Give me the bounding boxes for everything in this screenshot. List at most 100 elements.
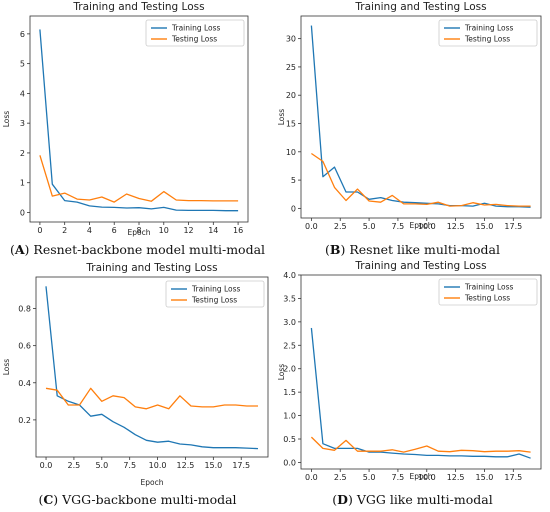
chart-c-xtick-label: 15.0 <box>204 461 222 470</box>
chart-c-series-training-line <box>45 286 259 450</box>
chart-d-axes-frame <box>300 274 542 470</box>
chart-panel-a: Training and Testing Loss 0 2 4 6 8 10 12 14 16 0 1… <box>0 0 275 240</box>
chart-a-ytick-label: 6 <box>20 30 25 39</box>
chart-a-ytick-label: 2 <box>20 149 25 158</box>
chart-b-legend: Training Loss Testing Loss <box>438 19 538 47</box>
chart-a-series-testing-line <box>39 155 239 203</box>
chart-d-ytick-label: 2.0 <box>283 365 296 374</box>
chart-b-ytick-label: 0 <box>291 204 296 213</box>
chart-a-ytick-label: 5 <box>20 60 25 69</box>
chart-c-ylabel: Loss <box>2 359 11 376</box>
chart-d-title: Training and Testing Loss <box>354 260 486 272</box>
chart-d-xtick-label: 17.5 <box>504 473 522 482</box>
chart-d-ytick-label: 0.0 <box>283 458 296 467</box>
chart-d-xtick-label: 10.0 <box>418 473 436 482</box>
chart-b-axes-frame <box>300 15 542 219</box>
chart-a-xtick-label: 14 <box>208 226 218 235</box>
chart-b-ytick-label: 20 <box>286 91 296 100</box>
chart-d-xtick-label: 0.0 <box>305 473 318 482</box>
chart-c-ytick-label: 0.8 <box>18 305 31 314</box>
chart-d-xlabel: Epoch <box>410 472 433 481</box>
chart-b-xlabel: Epoch <box>410 221 433 230</box>
chart-b-xtick-label: 7.5 <box>392 222 405 231</box>
chart-a-series-training-line <box>39 29 239 212</box>
chart-c-legend-label-training: Training Loss <box>191 285 241 294</box>
chart-d-ytick-label: 4.0 <box>283 271 296 280</box>
chart-d-xtick-label: 5.0 <box>363 473 376 482</box>
chart-c-xlabel: Epoch <box>141 478 164 487</box>
chart-a-xtick-label: 4 <box>87 226 92 235</box>
chart-b-series-training-line <box>310 25 531 208</box>
chart-a-legend-label-testing: Testing Loss <box>171 35 217 44</box>
chart-a-xlabel: Epoch <box>128 228 151 237</box>
chart-b-xtick-label: 5.0 <box>363 222 376 231</box>
chart-b-legend-label-training: Training Loss <box>464 24 514 33</box>
chart-b-ytick-label: 30 <box>286 35 296 44</box>
chart-d-series-testing-line <box>310 436 531 453</box>
chart-d-legend-label-training: Training Loss <box>464 283 514 292</box>
chart-d-ytick-label: 0.5 <box>283 435 296 444</box>
chart-a-xtick-label: 16 <box>233 226 243 235</box>
chart-d-xtick-label: 15.0 <box>476 473 494 482</box>
chart-c-xtick-label: 12.5 <box>177 461 195 470</box>
chart-c-xtick-label: 7.5 <box>123 461 136 470</box>
chart-c-ytick-label: 0.6 <box>18 342 31 351</box>
chart-a-legend-box <box>145 19 245 47</box>
chart-panel-b: Training and Testing Loss 0.0 2.5 5.0 7.5 10.… <box>275 0 550 240</box>
chart-d-legend-box <box>438 278 538 306</box>
chart-a-legend: Training Loss Testing Loss <box>145 19 245 47</box>
chart-a-ytick-label: 1 <box>20 179 25 188</box>
chart-c-title: Training and Testing Loss <box>85 262 217 274</box>
chart-b-xtick-label: 17.5 <box>504 222 522 231</box>
chart-b-xtick-label: 15.0 <box>476 222 494 231</box>
chart-panel-d: Training and Testing Loss 0.0 2.5 5.0 7.5 10.… <box>275 257 550 491</box>
caption-d: (D) VGG like multi-modal <box>332 492 493 507</box>
chart-c-xtick-label: 10.0 <box>149 461 167 470</box>
caption-a: (A) Resnet-backbone model multi-modal <box>9 242 266 257</box>
chart-b-svg: Training and Testing Loss 0.0 2.5 5.0 7.5 10.… <box>277 1 542 231</box>
caption-b: (B) Resnet like multi-modal <box>325 242 500 257</box>
chart-c-legend-label-testing: Testing Loss <box>191 296 237 305</box>
chart-c-series-testing-line <box>45 387 258 410</box>
chart-d-xtick-label: 2.5 <box>334 473 347 482</box>
chart-a-title: Training and Testing Loss <box>72 1 204 13</box>
chart-c-xtick-label: 0.0 <box>40 461 53 470</box>
caption-c: (C) VGG-backbone multi-modal <box>38 492 237 507</box>
chart-b-xtick-label: 10.0 <box>418 222 436 231</box>
chart-c-legend: Training Loss Testing Loss <box>165 280 265 308</box>
chart-a-ytick-label: 0 <box>20 208 25 217</box>
chart-b-series-testing-line <box>311 152 531 207</box>
chart-panel-c: Training and Testing Loss 0.0 2.5 5.0 7.5 10.… <box>0 257 275 491</box>
chart-a-ytick-label: 3 <box>20 119 25 128</box>
chart-b-ytick-label: 10 <box>286 148 296 157</box>
chart-d-ytick-label: 2.5 <box>283 341 296 350</box>
chart-c-svg: Training and Testing Loss 0.0 2.5 5.0 7.5 10.… <box>2 262 269 487</box>
chart-a-legend-label-training: Training Loss <box>171 24 221 33</box>
chart-c-legend-box <box>165 280 265 308</box>
chart-b-ytick-label: 5 <box>291 176 296 185</box>
chart-a-xtick-label: 10 <box>159 226 169 235</box>
chart-a-xtick-label: 12 <box>183 226 193 235</box>
chart-a-xtick-label: 2 <box>62 226 67 235</box>
chart-a-ytick-label: 4 <box>20 89 25 98</box>
chart-d-ytick-label: 1.0 <box>283 412 296 421</box>
chart-c-ytick-label: 0.2 <box>18 416 31 425</box>
chart-d-svg: Training and Testing Loss 0.0 2.5 5.0 7.5 10.… <box>277 260 542 482</box>
chart-c-ytick-label: 0.4 <box>18 379 31 388</box>
chart-a-axes-frame <box>29 15 249 223</box>
chart-d-legend-label-testing: Testing Loss <box>464 294 510 303</box>
chart-a-xtick-label: 0 <box>37 226 42 235</box>
chart-b-legend-box <box>438 19 538 47</box>
chart-b-title: Training and Testing Loss <box>354 1 486 13</box>
chart-b-legend-label-testing: Testing Loss <box>464 35 510 44</box>
chart-b-ytick-label: 15 <box>286 120 296 129</box>
chart-c-xtick-label: 2.5 <box>68 461 81 470</box>
chart-d-ytick-label: 3.0 <box>283 318 296 327</box>
chart-d-series-training-line <box>310 327 531 459</box>
chart-b-xtick-label: 0.0 <box>305 222 318 231</box>
chart-c-xtick-label: 17.5 <box>232 461 250 470</box>
chart-b-xtick-label: 12.5 <box>447 222 465 231</box>
chart-d-ytick-label: 1.5 <box>283 388 296 397</box>
chart-d-xtick-label: 7.5 <box>392 473 405 482</box>
